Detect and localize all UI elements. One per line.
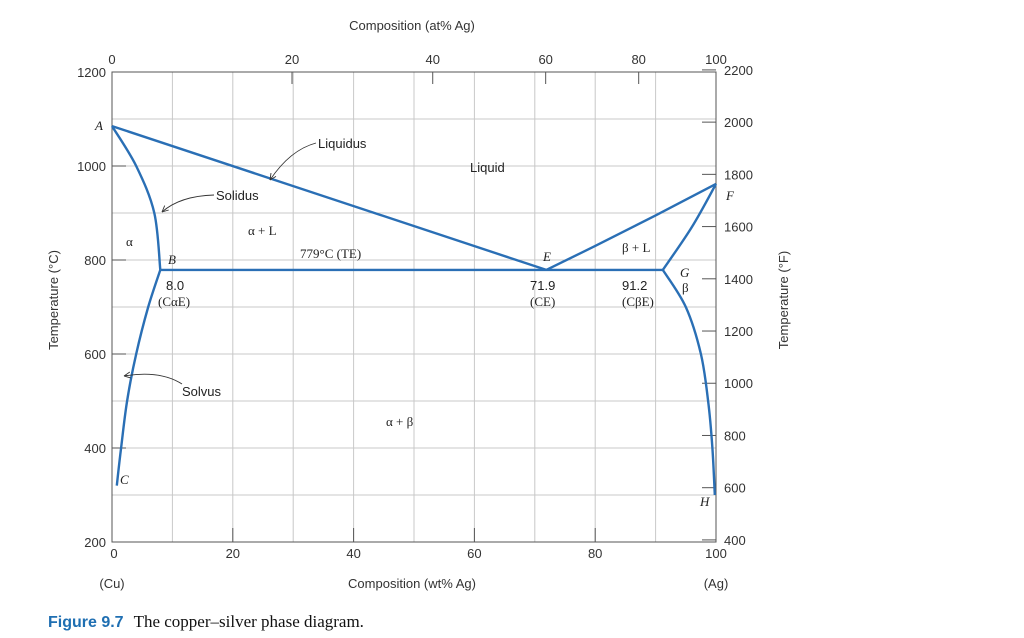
left-tick-label: 1200: [77, 65, 106, 80]
right-tick-label: 1000: [724, 376, 753, 391]
composition-g-value: 91.2: [622, 278, 647, 293]
solvus-label: Solvus: [182, 384, 222, 399]
liquidus-leader: [269, 142, 317, 181]
liquidus-leader-head: [269, 173, 277, 181]
composition-g-symbol: (CβE): [622, 294, 654, 309]
bottom-tick-label: 60: [467, 546, 481, 561]
top-tick-label: 40: [425, 52, 439, 67]
top-axis-title: Composition (at% Ag): [349, 18, 475, 33]
solidus-leader: [161, 194, 215, 213]
grid: [112, 72, 716, 542]
composition-e-symbol: (CE): [530, 294, 555, 309]
right-tick-label: 2000: [724, 115, 753, 130]
figure-caption: Figure 9.7 The copper–silver phase diagra…: [48, 612, 1008, 636]
left-tick-label: 400: [84, 441, 106, 456]
point-h-label: H: [699, 494, 710, 509]
point-f-label: F: [725, 188, 735, 203]
alpha-plus-beta-label: α + β: [386, 414, 414, 429]
right-tick-label: 2200: [724, 63, 753, 78]
plot-frame: [111, 71, 717, 543]
solvus-leader: [123, 373, 183, 385]
curve-solvus-left: [115, 269, 162, 486]
liquid-region-label: Liquid: [470, 160, 505, 175]
bottom-tick-label: 40: [346, 546, 360, 561]
point-c-label: C: [120, 472, 129, 487]
right-tick-label: 600: [724, 481, 746, 496]
bottom-tick-label: 100: [705, 546, 727, 561]
point-g-label: G: [680, 265, 690, 280]
composition-e-value: 71.9: [530, 278, 555, 293]
alpha-region-label: α: [126, 234, 133, 249]
bottom-tick-label: 0: [110, 546, 117, 561]
bottom-tick-label: 20: [226, 546, 240, 561]
left-tick-label: 1000: [77, 159, 106, 174]
top-tick-label: 0: [108, 52, 115, 67]
caption-text: The copper–silver phase diagram.: [133, 612, 364, 631]
right-tick-label: 1200: [724, 324, 753, 339]
curve-liquidus-left: [111, 124, 547, 272]
left-tick-label: 800: [84, 253, 106, 268]
point-a-label: A: [94, 118, 103, 133]
curve-solidus-left: [110, 125, 162, 271]
point-e-label: E: [542, 249, 551, 264]
point-b-label: B: [168, 252, 176, 267]
right-tick-label: 1800: [724, 167, 753, 182]
right-tick-label: 1600: [724, 220, 753, 235]
left-tick-label: 200: [84, 535, 106, 550]
right-tick-label: 1400: [724, 272, 753, 287]
top-tick-label: 100: [705, 52, 727, 67]
left-axis-title: Temperature (°C): [46, 250, 61, 350]
curve-solvus-right: [661, 269, 716, 496]
solvus-leader-head: [123, 371, 131, 379]
bottom-left-end-label: (Cu): [99, 576, 124, 591]
alpha-plus-liquid-label: α + L: [248, 223, 277, 238]
eutectic-temperature-label: 779°C (TE): [300, 246, 361, 261]
ticks: 0 20 40 60 80 1000 20 40 60 80 1002004006008001000…: [77, 52, 753, 561]
solidus-leader-head: [161, 205, 169, 213]
bottom-right-end-label: (Ag): [704, 576, 729, 591]
beta-region-label: β: [682, 280, 689, 295]
beta-plus-liquid-label: β + L: [622, 240, 650, 255]
bottom-axis-title: Composition (wt% Ag): [348, 576, 476, 591]
bottom-tick-label: 80: [588, 546, 602, 561]
liquidus-label: Liquidus: [318, 136, 367, 151]
right-tick-label: 400: [724, 533, 746, 548]
curves: [110, 124, 718, 496]
composition-b-value: 8.0: [166, 278, 184, 293]
curve-liquidus-right: [545, 182, 717, 271]
curve-solidus-right: [661, 183, 718, 271]
figure-number: Figure 9.7: [48, 614, 124, 631]
right-tick-label: 800: [724, 428, 746, 443]
right-axis-title: Temperature (°F): [776, 251, 791, 349]
left-tick-label: 600: [84, 347, 106, 362]
leader-arrows: [123, 142, 317, 385]
solidus-label: Solidus: [216, 188, 259, 203]
phase-diagram: 0 20 40 60 80 1000 20 40 60 80 1002004006008001000…: [46, 18, 791, 591]
composition-b-symbol: (CαE): [158, 294, 190, 309]
top-tick-label: 60: [538, 52, 552, 67]
top-tick-label: 80: [631, 52, 645, 67]
top-tick-label: 20: [285, 52, 299, 67]
